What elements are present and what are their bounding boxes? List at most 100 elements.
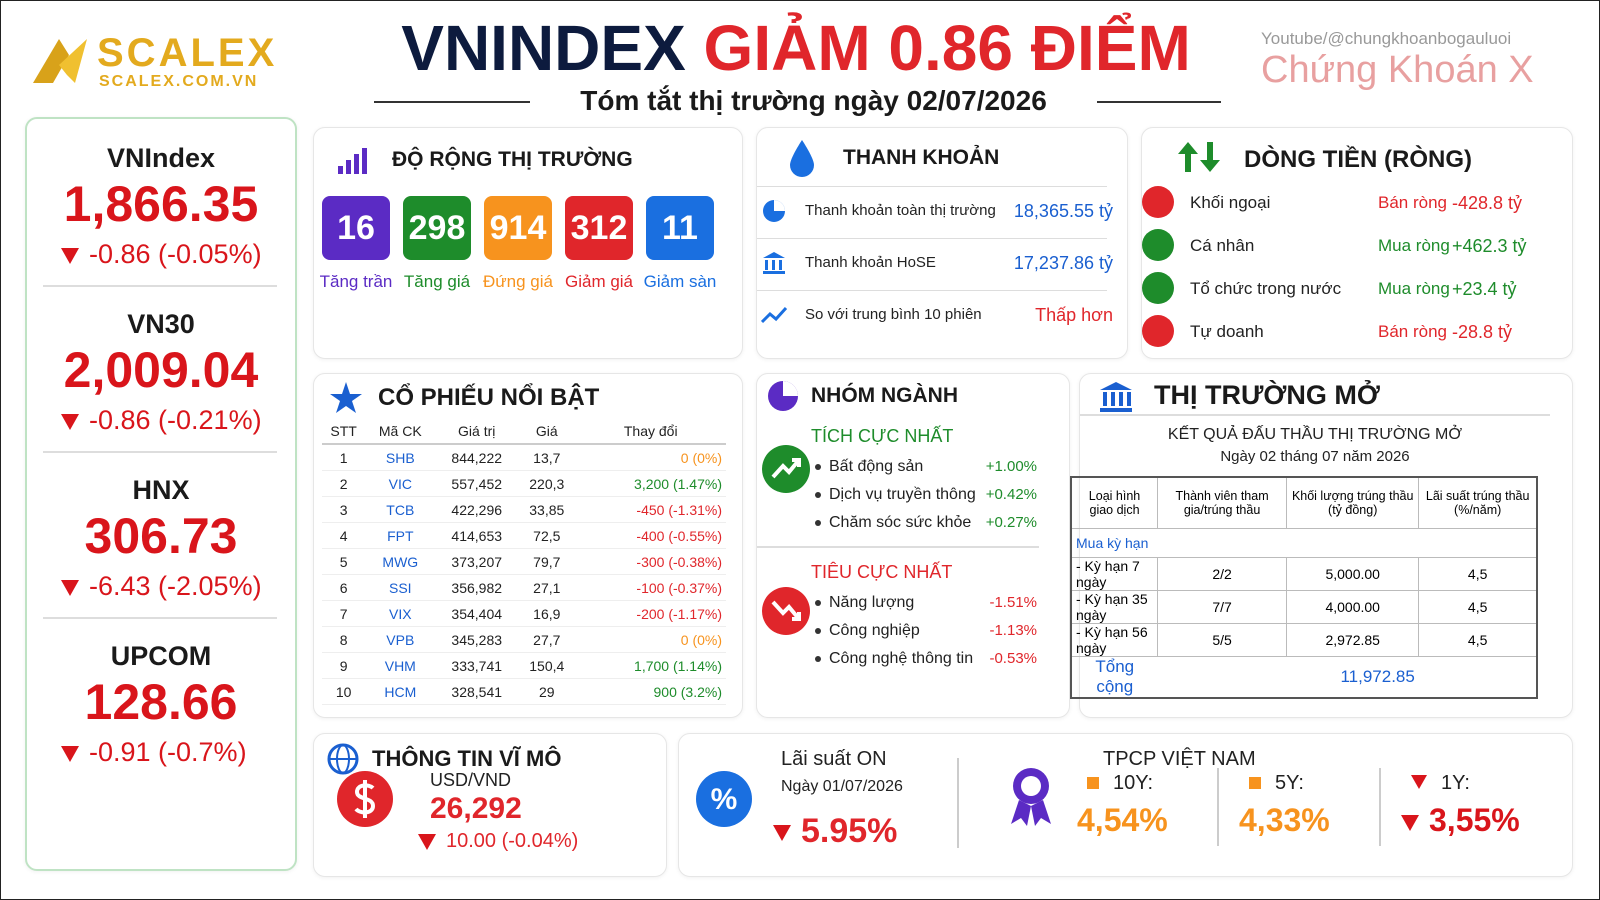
members: 2/2: [1157, 557, 1288, 591]
breadth-label: Tăng giá: [403, 272, 471, 291]
sector-name: Năng lượng: [829, 594, 915, 611]
index-change: -0.91 (-0.7%): [61, 737, 247, 768]
divider: [1379, 768, 1381, 846]
liq-value: 18,365.55 tỷ: [1013, 201, 1113, 221]
bullet: [815, 600, 821, 606]
trade-value: 354,404: [435, 600, 519, 627]
index-value: 2,009.04: [63, 342, 259, 398]
price: 150,4: [518, 652, 576, 679]
trade-value: 328,541: [435, 678, 519, 705]
stt: 2: [322, 470, 366, 497]
stock-row: 1 SHB 844,222 13,7 0 (0%): [322, 444, 726, 471]
trade-value: 844,222: [435, 444, 519, 471]
flow-value: -428.8 tỷ: [1452, 193, 1523, 213]
value-text: 4,33%: [1239, 802, 1330, 838]
column-header: STT: [322, 418, 366, 445]
index-value: 1,866.35: [63, 176, 259, 232]
bullet: [815, 628, 821, 634]
change: 0 (0%): [575, 444, 726, 471]
divider: [1217, 768, 1219, 846]
sector-heading: TÍCH CỰC NHẤT: [811, 426, 954, 446]
tenor-text: 5Y:: [1275, 772, 1304, 794]
liq-label: Thanh khoản HoSE: [805, 254, 936, 271]
square-marker: [1249, 777, 1261, 789]
index-name: UPCOM: [110, 641, 212, 671]
volume: 5,000.00: [1286, 557, 1420, 591]
flow-label: Cá nhân: [1190, 236, 1255, 255]
stocks-table: STT Mã CK Giá trị Giá Thay đổi 1 SHB 844,222 13,…: [322, 418, 726, 705]
breadth-label: Đứng giá: [483, 272, 553, 291]
price: 72,5: [518, 522, 576, 549]
bond-value: 3,55%: [1401, 802, 1520, 839]
panel-title: DÒNG TIỀN (RÒNG): [1244, 146, 1472, 173]
price: 33,85: [518, 496, 576, 523]
bank-icon: [1100, 382, 1132, 412]
on-title: Lãi suất ON: [781, 748, 887, 770]
value-text: 3,55%: [1429, 802, 1520, 838]
panel-title: THANH KHOẢN: [843, 146, 1000, 169]
on-value-text: 5.95%: [801, 812, 898, 850]
stock-row: 10 HCM 328,541 29 900 (3.2%): [322, 678, 726, 705]
logo-url: SCALEX.COM.VN: [99, 73, 259, 90]
drop-icon: [790, 140, 814, 177]
globe-icon: [327, 743, 359, 775]
rule: [374, 101, 530, 103]
volume: 4,000.00: [1286, 590, 1420, 624]
price: 13,7: [518, 444, 576, 471]
flow-value: -28.8 tỷ: [1452, 322, 1513, 342]
bond-tenor: 5Y:: [1249, 772, 1304, 795]
sector-name: Dịch vụ truyền thông: [829, 486, 976, 503]
stock-row: 4 FPT 414,653 72,5 -400 (-0.55%): [322, 522, 726, 549]
bar-icon: [338, 148, 367, 174]
tenor-text: 1Y:: [1441, 772, 1470, 794]
sector-name: Bất động sản: [829, 458, 924, 475]
on-value: 5.95%: [773, 812, 897, 851]
breadth-panel: ĐỘ RỘNG THỊ TRƯỜNG 16 Tăng trần 298 Tăng gi…: [313, 127, 743, 359]
change: 0 (0%): [575, 626, 726, 653]
dollar-icon: [337, 771, 393, 827]
flow-icon: [1142, 186, 1174, 218]
breadth-count: 914: [484, 196, 552, 260]
sectors-panel: NHÓM NGÀNH TÍCH CỰC NHẤT Bất động sản +1.0…: [756, 373, 1070, 718]
arrows-icon: [1178, 142, 1220, 172]
rate: 4,5: [1418, 623, 1538, 657]
divider: [1080, 414, 1550, 416]
trade-value: 422,296: [435, 496, 519, 523]
change-text: -0.86 (-0.05%): [89, 239, 262, 269]
index-change: -0.86 (-0.05%): [61, 239, 262, 270]
flow-icon: [1142, 229, 1174, 261]
stock-row: 5 MWG 373,207 79,7 -300 (-0.38%): [322, 548, 726, 575]
sector-change: +0.27%: [985, 514, 1037, 531]
bond-value: 4,33%: [1239, 802, 1330, 839]
sector-change: -1.13%: [989, 622, 1037, 639]
divider: [957, 758, 959, 848]
tenor-text: 10Y:: [1113, 772, 1154, 794]
liq-label: So với trung bình 10 phiên: [805, 306, 982, 323]
change: 900 (3.2%): [575, 678, 726, 705]
header-row: Loại hình giao dịch Thành viên tham gia/t…: [1070, 476, 1538, 529]
change: -450 (-1.31%): [575, 496, 726, 523]
logo-text: SCALEX: [97, 31, 278, 75]
flow-icon: [1142, 315, 1174, 347]
open-market-panel: THỊ TRƯỜNG MỞ KẾT QUẢ ĐẤU THẦU THỊ TRƯỜN…: [1070, 373, 1573, 718]
flow-direction: Mua ròng: [1378, 236, 1450, 255]
channel: Youtube/@chungkhoanbogauluoi: [1261, 29, 1512, 48]
column-header: Thành viên tham gia/trúng thầu: [1157, 476, 1288, 529]
rate: 26,292: [430, 792, 522, 825]
flows-panel: DÒNG TIỀN (RÒNG) Khối ngoại Bán ròng -428.…: [1141, 127, 1573, 359]
ticker: VHM: [365, 652, 436, 679]
sector-name: Chăm sóc sức khỏe: [829, 514, 972, 531]
stock-row: 9 VHM 333,741 150,4 1,700 (1.14%): [322, 652, 726, 679]
column-header: Giá: [518, 418, 576, 445]
panel-title: CỔ PHIẾU NỔI BẬT: [378, 384, 600, 411]
breadth-count: 298: [403, 196, 471, 260]
index-change: -6.43 (-2.05%): [61, 571, 262, 602]
divider: [757, 238, 1107, 239]
macro-panel: THÔNG TIN VĨ MÔ USD/VND 26,292 10.00 (-0…: [313, 733, 667, 877]
stock-row: 8 VPB 345,283 27,7 0 (0%): [322, 626, 726, 653]
down-marker: [1401, 814, 1419, 831]
subtitle: Tóm tắt thị trường ngày 02/07/2026: [580, 85, 1047, 116]
bullet: [815, 656, 821, 662]
tenor: - Kỳ hạn 56 ngày: [1070, 623, 1159, 657]
sector-change: -1.51%: [989, 594, 1037, 611]
